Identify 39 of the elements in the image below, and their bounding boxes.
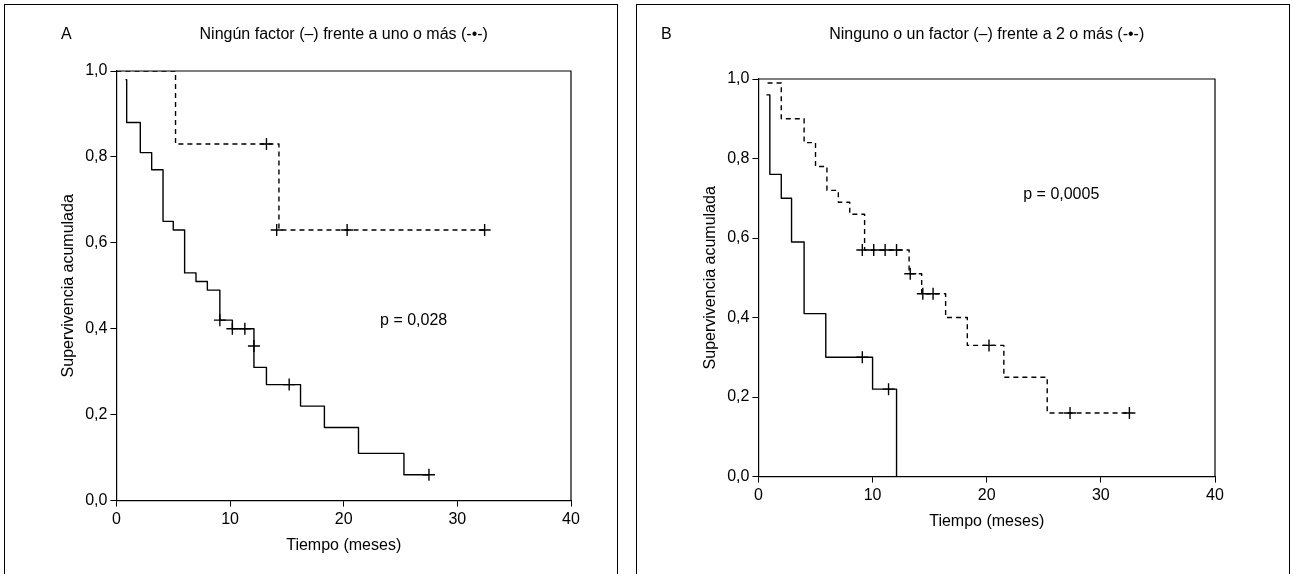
y-tick-label: 0,2 [85,405,108,423]
x-axis-title: Tiempo (meses) [929,511,1045,529]
x-tick-label: 0 [753,485,763,503]
y-tick-label: 0,2 [727,387,750,405]
y-tick-label: 1,0 [727,69,750,87]
point [903,267,917,281]
x-tick-label: 40 [1206,485,1224,503]
point [269,223,284,237]
y-tick-label: 0,4 [727,307,750,325]
x-tick-label: 0 [111,509,121,527]
chart-title: Ninguno o un factor (–) frente a 2 o más (-•-) [829,25,1145,43]
y-tick-label: 0,6 [85,233,108,251]
x-tick-label: 30 [448,509,467,527]
y-axis-title: Supervivencia acumulada [59,194,77,378]
x-axis-title: Tiempo (meses) [286,535,402,553]
x-tick-label: 20 [334,509,353,527]
point [855,243,870,257]
x-tick-label: 40 [562,509,580,527]
y-tick-label: 0,8 [727,148,750,166]
x-tick-label: 30 [1091,485,1110,503]
chart-title: Ningún factor (–) frente a uno o más (-•-) [199,25,488,43]
y-tick-label: 0,8 [85,147,108,165]
text: B [661,25,672,43]
y-tick-label: 0,4 [85,319,108,337]
annotation: p = 0,0005 [1023,184,1100,202]
point [867,243,881,257]
y-tick-label: 0,0 [727,467,750,485]
y-tick-label: 0,6 [727,228,750,246]
y-tick-label: 1,0 [85,61,108,79]
point [878,243,892,257]
text: A [61,25,72,43]
annotation: p = 0,028 [380,310,448,328]
x-tick-label: 20 [977,485,996,503]
x-tick-label: 10 [221,509,240,527]
point [340,223,354,237]
y-tick-label: 0,0 [85,491,108,509]
y-axis-title: Supervivencia acumulada [701,186,719,370]
x-tick-label: 10 [863,485,882,503]
point [1063,406,1077,420]
